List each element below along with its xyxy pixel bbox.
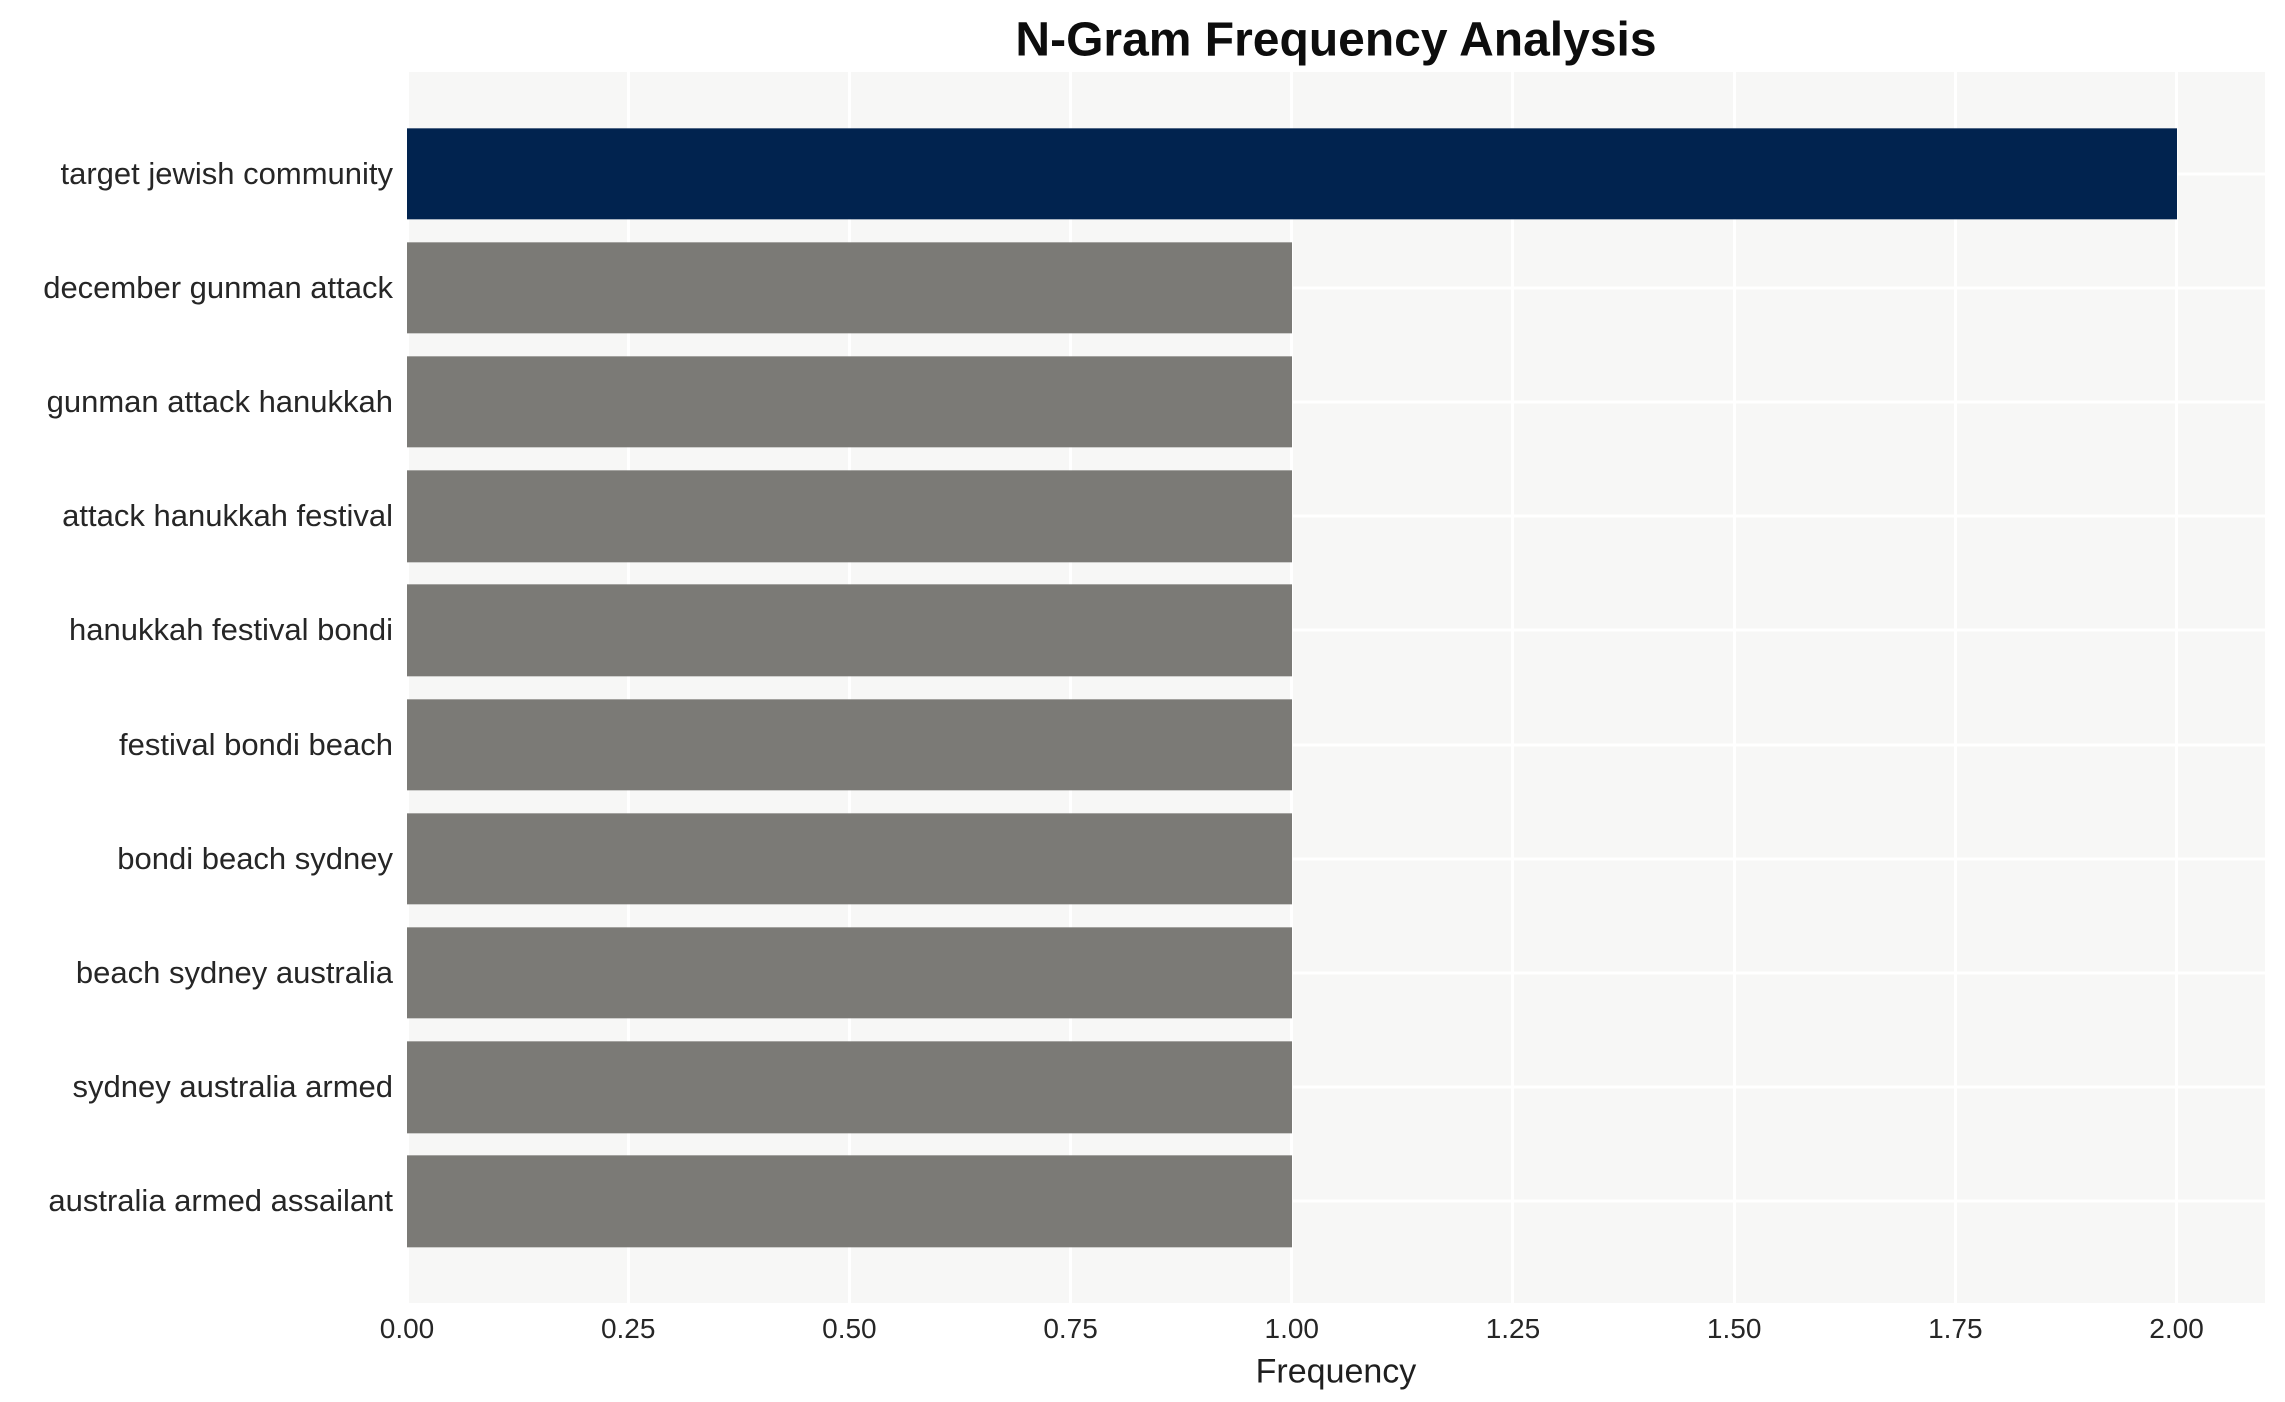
bar-target-jewish-community: [407, 127, 2177, 220]
y-tick-label: bondi beach sydney: [117, 840, 394, 876]
y-tick-label: december gunman attack: [43, 269, 394, 305]
y-tick-label: australia armed assailant: [48, 1183, 394, 1219]
y-tick-label: festival bondi beach: [118, 726, 394, 762]
bar-festival-bondi-beach: [407, 698, 1292, 791]
bar-attack-hanukkah-festival: [407, 470, 1292, 562]
gridline-horizontal: [407, 971, 2265, 975]
gridline-vertical: [1290, 72, 1294, 1303]
x-tick-label: 1.25: [1485, 1312, 1541, 1344]
gridline-horizontal: [407, 400, 2265, 404]
gridline-vertical: [847, 72, 851, 1303]
chart-title: N-Gram Frequency Analysis: [1015, 13, 1657, 67]
gridline-vertical: [626, 72, 630, 1303]
x-tick-label: 1.00: [1264, 1312, 1320, 1344]
y-tick-label: attack hanukkah festival: [62, 498, 394, 534]
gridline-vertical: [1511, 72, 1515, 1303]
x-tick-label: 0.00: [379, 1312, 435, 1344]
gridline-horizontal: [407, 1199, 2265, 1203]
bar-beach-sydney-australia: [407, 927, 1292, 1019]
gridline-vertical: [1953, 72, 1957, 1303]
gridline-horizontal: [407, 514, 2265, 518]
bar-sydney-australia-armed: [407, 1041, 1292, 1133]
gridline-vertical: [405, 72, 409, 1303]
y-tick-label: target jewish community: [60, 155, 394, 191]
x-tick-label: 0.75: [1043, 1312, 1098, 1344]
gridline-horizontal: [407, 286, 2265, 290]
x-tick-label: 2.00: [2149, 1312, 2204, 1344]
bar-bondi-beach-sydney: [407, 813, 1292, 905]
gridline-horizontal: [407, 1085, 2265, 1089]
y-tick-label: hanukkah festival bondi: [69, 612, 394, 648]
gridline-horizontal: [407, 857, 2265, 861]
x-tick-label: 1.75: [1928, 1312, 1983, 1344]
gridline-vertical: [1069, 72, 1073, 1303]
x-tick-label: 0.25: [600, 1312, 656, 1344]
bar-december-gunman-attack: [407, 242, 1292, 334]
y-axis-tick-labels: target jewish community december gunman a…: [0, 72, 393, 1303]
gridline-horizontal: [407, 743, 2265, 747]
x-tick-label: 1.50: [1706, 1312, 1762, 1344]
gridline-vertical: [2175, 72, 2179, 1303]
x-axis-label: Frequency: [1255, 1352, 1417, 1391]
bar-gunman-attack-hanukkah: [407, 356, 1292, 448]
y-tick-label: sydney australia armed: [72, 1069, 394, 1105]
x-tick-label: 0.50: [822, 1312, 877, 1344]
gridline-vertical: [1732, 72, 1736, 1303]
bar-hanukkah-festival-bondi: [407, 584, 1292, 677]
y-tick-label: beach sydney australia: [75, 954, 394, 990]
gridline-horizontal: [407, 628, 2265, 632]
bar-australia-armed-assailant: [407, 1155, 1292, 1248]
plot-area: [405, 72, 2265, 1303]
y-tick-label: gunman attack hanukkah: [46, 384, 394, 419]
